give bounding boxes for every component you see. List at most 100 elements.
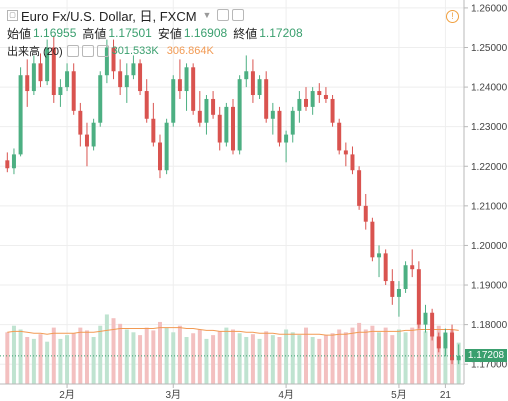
y-tick-label: 1.23000 <box>471 122 508 133</box>
volume-bar <box>104 314 109 384</box>
x-tick-label: 3月 <box>165 389 181 401</box>
volume-bar <box>390 335 395 384</box>
candle-body <box>257 79 262 96</box>
candle-body <box>277 110 282 143</box>
candle <box>396 281 401 317</box>
y-tick-label: 1.26000 <box>471 3 508 14</box>
high-label: 高値 <box>82 26 107 41</box>
candle <box>157 134 162 179</box>
candle <box>416 261 421 329</box>
chevron-down-icon[interactable]: ▼ <box>202 10 212 20</box>
candle-body <box>390 281 395 297</box>
volume-bar <box>277 337 282 384</box>
candle-body <box>217 114 222 143</box>
volume-row: 出来高 (20) 301.533K 306.864K <box>7 42 309 60</box>
candle <box>284 130 289 163</box>
volume-bar <box>11 325 16 384</box>
volume-bar <box>323 335 328 384</box>
collapse-icon[interactable]: ▢ <box>7 9 18 21</box>
volume-bar <box>164 327 169 384</box>
candle-body <box>350 154 355 171</box>
candle <box>430 308 435 341</box>
volume-bar <box>363 329 368 384</box>
candle-body <box>396 288 401 297</box>
volume-bar <box>343 332 348 384</box>
candle <box>337 118 342 155</box>
candle <box>118 59 123 96</box>
title-row: ▢ Euro Fx/U.S. Dollar, 日, FXCM ▼ <box>7 6 309 24</box>
volume-bar <box>211 335 216 384</box>
candle-body <box>317 91 322 96</box>
volume-bar <box>416 321 421 384</box>
candle-body <box>18 75 23 155</box>
volume-bar <box>151 330 156 384</box>
candle-body <box>11 154 16 169</box>
volume-bar <box>58 338 63 384</box>
volume-bar <box>131 332 136 384</box>
y-tick-label: 1.18000 <box>471 320 508 331</box>
volume-bar <box>78 327 83 384</box>
candle-body <box>410 265 415 270</box>
volume-label[interactable]: 出来高 (20) <box>7 46 63 58</box>
volume-bar <box>45 341 50 384</box>
volume-close-icon[interactable] <box>81 45 94 57</box>
candle-body <box>177 79 182 92</box>
candle-body <box>45 47 50 82</box>
candle-body <box>144 91 149 119</box>
candle <box>138 59 143 96</box>
candle-body <box>25 75 30 92</box>
candle-body <box>264 79 269 119</box>
volume-ma-value: 306.864K <box>166 45 214 57</box>
volume-bar <box>436 325 441 384</box>
candle-body <box>151 118 156 143</box>
y-tick-label: 1.19000 <box>471 281 508 292</box>
candle <box>78 102 83 147</box>
volume-bar <box>264 331 269 384</box>
candle <box>423 304 428 333</box>
candle-body <box>138 63 143 92</box>
candle-body <box>436 336 441 349</box>
candle-body <box>58 87 63 96</box>
symbol-title[interactable]: Euro Fx/U.S. Dollar, 日, FXCM <box>21 8 197 24</box>
low-value: 1.16908 <box>183 26 228 40</box>
candle <box>410 249 415 278</box>
close-icon[interactable] <box>232 9 245 21</box>
candle <box>11 148 16 175</box>
volume-bar <box>383 327 388 384</box>
candle <box>164 118 169 175</box>
candle <box>343 142 348 167</box>
volume-bar <box>224 327 229 384</box>
candle <box>51 35 56 103</box>
candle-body <box>430 312 435 337</box>
volume-more-icon[interactable] <box>96 45 109 57</box>
candle-body <box>416 269 421 325</box>
candle-body <box>244 71 249 80</box>
volume-bar <box>177 325 182 384</box>
volume-bar <box>157 321 162 384</box>
candle <box>84 122 89 167</box>
settings-icon[interactable] <box>217 9 230 21</box>
candle <box>177 59 182 99</box>
candle-body <box>124 75 129 88</box>
candle-body <box>191 67 196 111</box>
candle <box>270 102 275 135</box>
candle <box>65 63 70 92</box>
volume-settings-icon[interactable] <box>66 45 79 57</box>
candle-body <box>65 71 70 88</box>
y-tick-label: 1.25000 <box>471 43 508 54</box>
candle <box>131 55 136 80</box>
candle <box>383 249 388 286</box>
candle-body <box>423 312 428 325</box>
volume-bar <box>18 329 23 384</box>
x-tick-label: 4月 <box>278 389 294 401</box>
candle-body <box>363 205 368 222</box>
candle <box>264 71 269 123</box>
candle <box>58 79 63 107</box>
alert-icon[interactable]: ! <box>446 10 459 23</box>
candle-body <box>84 134 89 147</box>
candle-body <box>304 98 309 107</box>
candle-body <box>224 106 229 143</box>
candle <box>304 87 309 111</box>
